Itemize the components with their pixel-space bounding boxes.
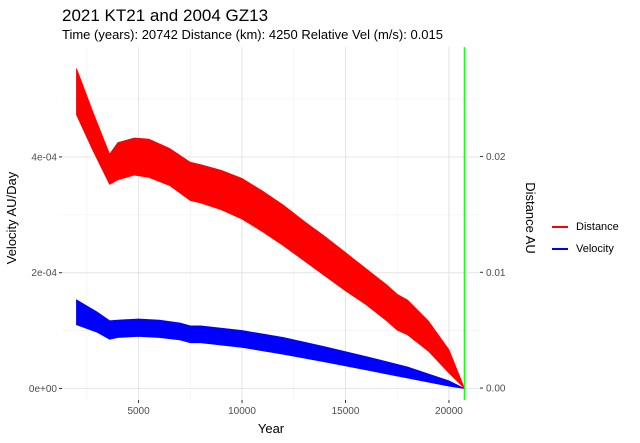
y-left-tick-label: 4e-04 — [31, 152, 57, 163]
y-axis-right-label: Distance AU — [523, 182, 538, 254]
y-right-tick-label: 0.00 — [486, 384, 506, 395]
chart-subtitle: Time (years): 20742 Distance (km): 4250 … — [62, 27, 443, 42]
x-tick-label: 10000 — [228, 406, 256, 417]
x-axis-label: Year — [258, 421, 285, 436]
legend-key-velocity — [552, 248, 568, 250]
chart-title: 2021 KT21 and 2004 GZ13 — [62, 6, 269, 25]
series-velocity-band — [76, 299, 465, 389]
legend-item-distance: Distance — [552, 216, 619, 238]
series-distance-band — [76, 68, 465, 389]
x-tick-label: 20000 — [435, 406, 463, 417]
y-axis-left-label: Velocity AU/Day — [4, 171, 19, 264]
legend: Distance Velocity — [552, 216, 619, 260]
axes: 5000 10000 15000 20000 0e+00 2e-04 4e-04 0.00 0.… — [29, 152, 506, 417]
y-right-tick-label: 0.01 — [486, 268, 506, 279]
legend-label-distance: Distance — [576, 221, 619, 233]
y-left-tick-label: 0e+00 — [29, 384, 58, 395]
legend-item-velocity: Velocity — [552, 238, 619, 260]
legend-label-velocity: Velocity — [576, 243, 614, 255]
x-tick-label: 15000 — [332, 406, 360, 417]
y-right-tick-label: 0.02 — [486, 152, 506, 163]
x-tick-label: 5000 — [127, 406, 150, 417]
series-layer — [76, 68, 465, 389]
legend-key-distance — [552, 226, 568, 228]
y-left-tick-label: 2e-04 — [31, 268, 57, 279]
